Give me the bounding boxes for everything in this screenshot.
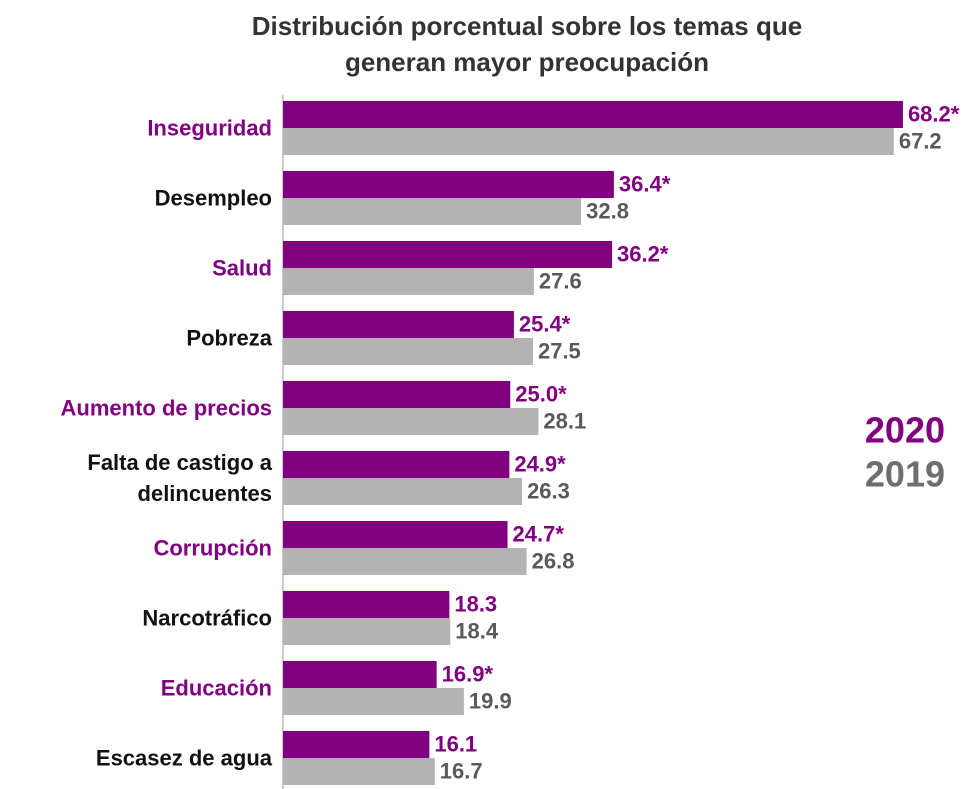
bar	[283, 731, 430, 758]
value-label: 19.9	[469, 688, 512, 713]
bar	[283, 381, 511, 408]
bar	[283, 591, 450, 618]
bar	[283, 758, 435, 785]
legend-label: 2019	[865, 454, 945, 495]
value-label: 24.7*	[513, 521, 565, 546]
category-label: Inseguridad	[147, 115, 272, 141]
category-label: Narcotráfico	[142, 605, 272, 631]
value-label: 26.3	[527, 478, 570, 503]
value-label: 25.4*	[519, 311, 571, 336]
bar	[283, 451, 510, 478]
bar	[283, 661, 437, 688]
category-label: Corrupción	[153, 535, 272, 561]
value-label: 28.1	[543, 408, 586, 433]
bar	[283, 548, 527, 575]
value-label: 36.2*	[617, 241, 669, 266]
category-label: Falta de castigo a delincuentes	[87, 450, 272, 506]
category-label: Pobreza	[186, 325, 272, 351]
value-label: 67.2	[899, 128, 942, 153]
bar	[283, 688, 464, 715]
category-label: Aumento de precios	[60, 395, 272, 421]
bar	[283, 521, 508, 548]
value-label: 32.8	[586, 198, 629, 223]
bar	[283, 268, 534, 295]
legend-label: 2020	[865, 410, 945, 451]
category-label: Escasez de agua	[95, 745, 272, 771]
category-label: Desempleo	[154, 185, 272, 211]
chart-title: Distribución porcentual sobre los temas …	[251, 11, 803, 77]
bar	[283, 311, 514, 338]
value-label: 27.5	[538, 338, 581, 363]
bar	[283, 338, 533, 365]
value-label: 68.2*	[908, 101, 960, 126]
bar	[283, 101, 903, 128]
bar	[283, 128, 894, 155]
bar	[283, 241, 613, 268]
value-label: 36.4*	[619, 171, 671, 196]
bar	[283, 618, 451, 645]
value-label: 18.3	[454, 591, 497, 616]
bar	[283, 478, 523, 505]
value-label: 25.0*	[515, 381, 567, 406]
value-label: 16.9*	[442, 661, 494, 686]
value-label: 18.4	[455, 618, 499, 643]
category-label: Educación	[160, 675, 272, 701]
value-label: 26.8	[532, 548, 575, 573]
bar	[283, 408, 539, 435]
value-label: 24.9*	[514, 451, 566, 476]
bar	[283, 198, 582, 225]
value-label: 16.1	[434, 731, 477, 756]
value-label: 27.6	[539, 268, 582, 293]
category-label: Salud	[212, 255, 272, 281]
bar	[283, 171, 614, 198]
value-label: 16.7	[440, 758, 483, 783]
